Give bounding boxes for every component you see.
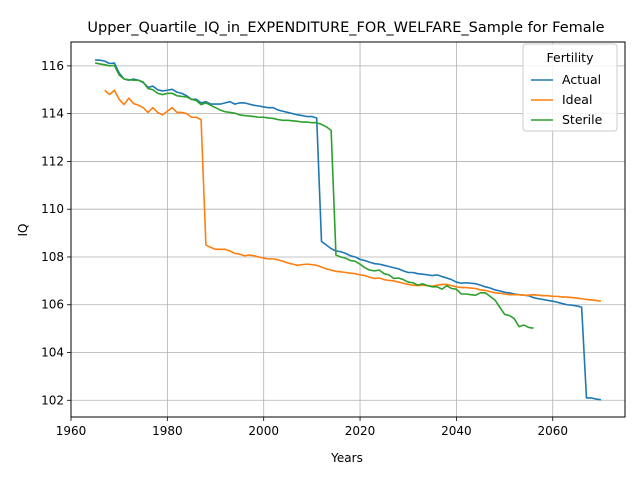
plot-frame <box>70 41 626 418</box>
x-tick-label: 2040 <box>441 424 472 438</box>
legend-label-ideal: Ideal <box>562 92 592 107</box>
series-line-sterile <box>94 62 534 329</box>
y-tick-label: 106 <box>41 298 64 312</box>
legend: Fertility Actual Ideal Sterile <box>522 43 618 132</box>
y-tick-label: 112 <box>41 154 64 168</box>
y-tick-label: 110 <box>41 202 64 216</box>
x-tick-label: 2060 <box>537 424 568 438</box>
legend-box <box>522 43 618 132</box>
legend-title: Fertility <box>547 50 595 65</box>
legend-label-sterile: Sterile <box>562 112 603 127</box>
legend-label-actual: Actual <box>562 72 601 87</box>
x-tick-label: 1960 <box>56 424 87 438</box>
y-tick-label: 116 <box>41 59 64 73</box>
series-layer <box>94 59 602 401</box>
tick-layer: 1960 1980 2000 2020 2040 2060 102 104 106 108 110 1… <box>41 59 568 438</box>
x-tick-label: 2020 <box>345 424 376 438</box>
y-tick-label: 102 <box>41 393 64 407</box>
x-tick-label: 2000 <box>248 424 279 438</box>
y-axis-label: IQ <box>16 224 30 237</box>
chart-title: Upper_Quartile_IQ_in_EXPENDITURE_FOR_WEL… <box>87 20 604 36</box>
x-axis-label: Years <box>330 451 363 465</box>
y-tick-label: 108 <box>41 250 64 264</box>
y-tick-label: 104 <box>41 346 64 360</box>
x-tick-label: 1980 <box>152 424 183 438</box>
y-tick-label: 114 <box>41 107 64 121</box>
series-line-ideal <box>104 89 602 302</box>
